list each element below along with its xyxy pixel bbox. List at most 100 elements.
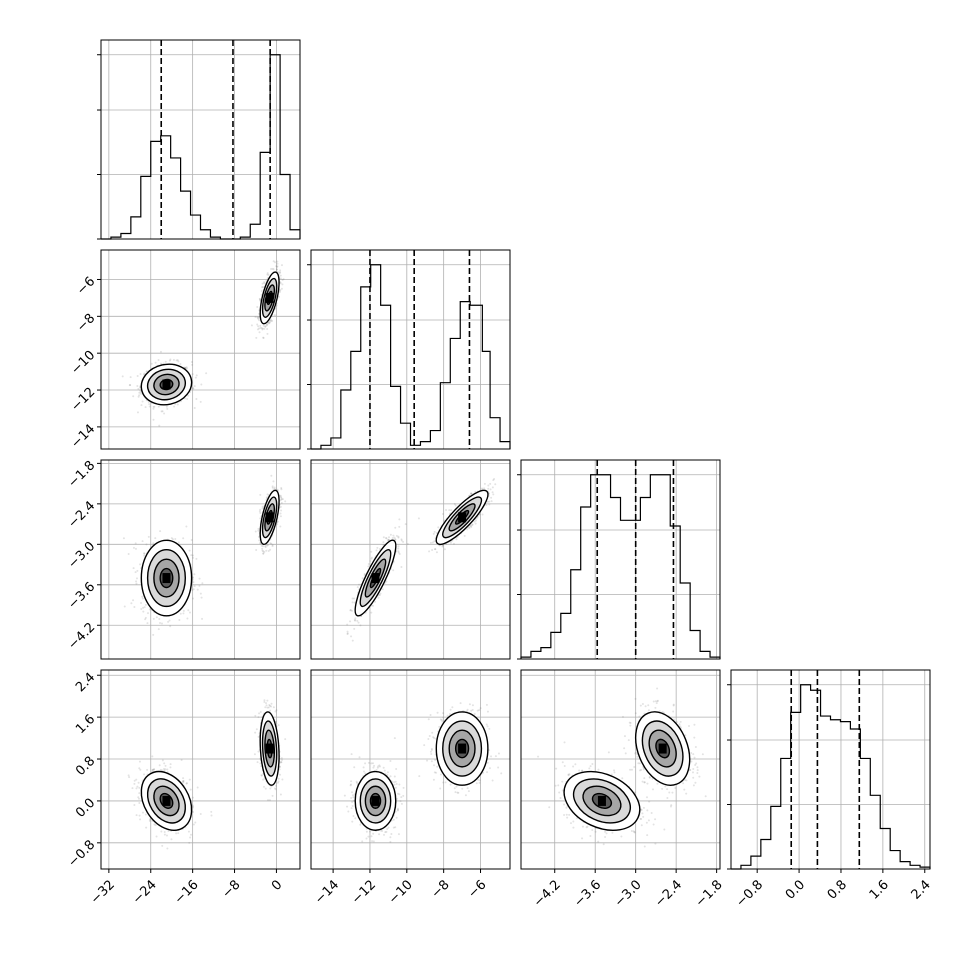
sample-point [432,532,435,535]
sample-point [259,324,262,327]
sample-point [359,624,362,627]
sample-point [276,260,279,263]
sample-point [146,768,149,771]
sample-point [381,588,384,591]
sample-point [265,496,268,499]
sample-point [489,482,492,485]
sample-point [375,549,378,552]
sample-point [163,833,166,836]
sample-point [483,487,486,490]
sample-point [138,760,141,763]
sample-point [143,773,146,776]
sample-point [282,278,285,281]
sample-point [172,358,175,361]
sample-point [370,611,373,614]
sample-point [279,282,282,285]
sample-point [157,358,160,361]
sample-point [417,517,420,520]
sample-point [385,580,388,583]
sample-point [469,524,472,527]
sample-point [474,490,477,493]
sample-point [279,515,282,518]
sample-point [257,317,260,320]
sample-point [278,291,281,294]
sample-point [491,491,494,494]
sample-point [256,323,259,326]
sample-point [271,320,274,323]
sample-point [132,546,135,549]
sample-point [194,821,197,824]
sample-point [382,541,385,544]
sample-point [195,374,198,377]
sample-point [379,592,382,595]
sample-point [433,540,436,543]
sample-point [260,544,263,547]
sample-point [434,548,437,551]
sample-point [280,488,283,491]
sample-point [135,778,138,781]
sample-point [263,327,266,330]
sample-point [275,265,278,268]
sample-point [392,534,395,537]
sample-point [276,523,279,526]
sample-point [358,583,361,586]
sample-point [189,611,192,614]
sample-point [483,482,486,485]
sample-point [139,563,142,566]
sample-point [391,536,394,539]
sample-point [133,803,136,806]
sample-point [259,542,262,545]
sample-point [205,372,208,375]
sample-point [188,549,191,552]
sample-point [346,633,349,636]
sample-point [147,401,150,404]
sample-point [187,830,190,833]
sample-point [346,632,349,635]
sample-point [210,810,213,813]
sample-point [278,295,281,298]
sample-point [372,604,375,607]
sample-point [349,609,352,612]
sample-point [189,836,192,839]
sample-point [199,812,202,815]
sample-point [258,331,261,334]
sample-point [185,525,188,528]
sample-point [392,569,395,572]
sample-point [185,782,188,785]
sample-point [397,547,400,550]
sample-point [190,539,193,542]
sample-point [195,398,198,401]
sample-point [263,282,266,285]
sample-point [261,547,264,550]
sample-point [269,548,272,551]
sample-point [139,818,142,821]
sample-point [175,832,178,835]
sample-point [191,576,194,579]
axes-frame [310,249,511,450]
sample-point [161,844,164,847]
sample-point [281,278,284,281]
sample-point [279,498,282,501]
sample-point [146,612,149,615]
hist-panel-1 [307,249,511,450]
sample-point [258,319,261,322]
sample-point [470,526,473,529]
sample-point [159,621,162,624]
sample-point [279,277,282,280]
sample-point [137,387,140,390]
sample-point [198,577,201,580]
sample-point [279,281,282,284]
sample-point [255,548,258,551]
sample-point [488,500,491,503]
sample-point [163,412,166,415]
sample-point [349,620,352,623]
sample-point [397,551,400,554]
sample-point [280,498,283,501]
sample-point [154,537,157,540]
sample-point [182,609,185,612]
sample-point [256,316,259,319]
sample-point [254,530,257,533]
sample-point [144,616,147,619]
axes-frame [100,249,301,450]
sample-point [367,565,370,568]
